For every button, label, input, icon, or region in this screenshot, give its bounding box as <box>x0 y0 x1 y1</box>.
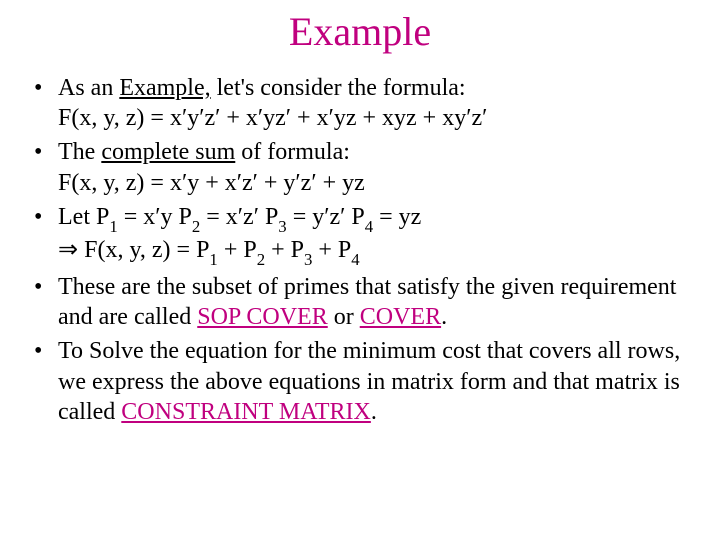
bullet-item: To Solve the equation for the minimum co… <box>58 336 690 427</box>
text-run: 2 <box>192 217 200 236</box>
text-run: F(x, y, z) = P <box>84 237 209 263</box>
text-run: 4 <box>351 250 359 269</box>
text-run: 1 <box>109 217 117 236</box>
text-run: of formula: <box>235 139 350 165</box>
bullet-line: These are the subset of primes that sati… <box>58 274 676 330</box>
bullet-line: Let P1 = x′y P2 = x′z′ P3 = y′z′ P4 = yz <box>58 204 421 230</box>
bullet-item: These are the subset of primes that sati… <box>58 272 690 332</box>
text-run: SOP COVER <box>197 304 327 330</box>
text-run: . <box>371 399 377 425</box>
text-run: 3 <box>304 250 312 269</box>
text-run: = x′z′ P <box>200 204 278 230</box>
bullet-item: As an Example, let's consider the formul… <box>58 73 690 133</box>
text-run: Example, <box>119 75 210 101</box>
text-run: CONSTRAINT MATRIX <box>121 399 371 425</box>
bullet-line: ⇒ F(x, y, z) = P1 + P2 + P3 + P4 <box>58 235 690 268</box>
text-run: The <box>58 139 101 165</box>
text-run: 4 <box>365 217 373 236</box>
text-run: complete sum <box>101 139 235 165</box>
bullet-item: The complete sum of formula: F(x, y, z) =… <box>58 137 690 197</box>
slide: Example As an Example, let's consider th… <box>0 0 720 540</box>
text-run: + P <box>312 237 351 263</box>
text-run: 3 <box>278 217 286 236</box>
text-run: + P <box>218 237 257 263</box>
bullet-line: As an Example, let's consider the formul… <box>58 75 466 101</box>
text-run: = x′y P <box>118 204 192 230</box>
text-run: + P <box>265 237 304 263</box>
text-run: let's consider the formula: <box>211 75 466 101</box>
text-run: COVER <box>360 304 441 330</box>
text-run: 1 <box>209 250 217 269</box>
bullet-item: Let P1 = x′y P2 = x′z′ P3 = y′z′ P4 = yz… <box>58 202 690 268</box>
text-run: ⇒ <box>58 237 84 263</box>
bullet-list: As an Example, let's consider the formul… <box>30 73 690 427</box>
slide-title: Example <box>30 8 690 55</box>
bullet-line: The complete sum of formula: <box>58 139 350 165</box>
bullet-line: F(x, y, z) = x′y′z′ + x′yz′ + x′yz + xyz… <box>58 103 690 133</box>
text-run: = yz <box>373 204 421 230</box>
text-run: . <box>441 304 447 330</box>
text-run: or <box>328 304 360 330</box>
bullet-line: To Solve the equation for the minimum co… <box>58 338 680 424</box>
text-run: Let P <box>58 204 109 230</box>
text-run: = y′z′ P <box>287 204 365 230</box>
text-run: As an <box>58 75 119 101</box>
bullet-line: F(x, y, z) = x′y + x′z′ + y′z′ + yz <box>58 168 690 198</box>
text-run: 2 <box>257 250 265 269</box>
